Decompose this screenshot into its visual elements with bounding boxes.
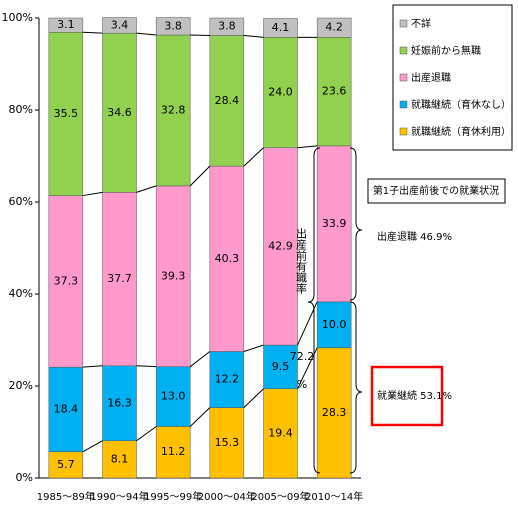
data-label: 4.2 [325, 21, 343, 34]
legend-swatch [400, 47, 407, 54]
legend-label: 妊娠前から無職 [411, 44, 481, 57]
data-label: 35.5 [54, 107, 79, 120]
x-tick-label: 2005～09年 [251, 490, 309, 503]
data-label: 12.2 [215, 373, 240, 386]
y-tick-label: 100% [2, 11, 33, 24]
data-label: 15.3 [215, 436, 240, 449]
connector [190, 166, 210, 186]
connector [137, 426, 157, 440]
data-label: 4.1 [272, 21, 290, 34]
legend-label: 不詳 [411, 17, 431, 30]
data-label: 23.6 [322, 85, 347, 98]
data-label: 3.1 [57, 18, 75, 31]
x-tick-label: 1995～99年 [144, 490, 202, 503]
bracket [350, 148, 362, 300]
data-label: 32.8 [161, 103, 186, 116]
data-label: 3.8 [218, 20, 236, 33]
connector [83, 366, 103, 367]
annotation-rate-label: 出産前有職率 [295, 227, 308, 295]
legend-label: 出産退職 [411, 71, 451, 84]
y-tick-label: 40% [9, 287, 33, 300]
y-tick-label: 0% [16, 471, 33, 484]
x-tick-label: 1985～89年 [37, 490, 95, 503]
legend-swatch [400, 74, 407, 81]
connector [190, 408, 210, 427]
connector [137, 33, 157, 35]
y-tick-label: 20% [9, 379, 33, 392]
data-label: 8.1 [111, 452, 129, 465]
data-label: 42.9 [268, 239, 293, 252]
data-label: 28.4 [215, 94, 240, 107]
connector [244, 389, 264, 408]
data-label: 40.3 [215, 252, 240, 265]
connector [298, 146, 318, 148]
x-tick-label: 2000～04年 [198, 490, 256, 503]
data-label: 18.4 [54, 402, 79, 415]
annotation-continue: 就業継続 53.1% [377, 389, 452, 402]
annotation-quit: 出産退職 46.9% [377, 230, 452, 243]
legend-swatch [400, 20, 407, 27]
legend-swatch [400, 128, 407, 135]
y-tick-label: 60% [9, 195, 33, 208]
connector [190, 352, 210, 367]
connector [137, 186, 157, 192]
connector [83, 32, 103, 33]
data-label: 5.7 [57, 458, 75, 471]
connector [83, 441, 103, 452]
annotation-title: 第1子出産前後での就業状況 [373, 184, 499, 197]
connector [83, 192, 103, 195]
data-label: 24.0 [268, 86, 293, 99]
x-tick-label: 1990～94年 [90, 490, 148, 503]
x-tick-label: 2010～14年 [305, 490, 363, 503]
connector [244, 35, 264, 37]
data-label: 3.4 [111, 18, 129, 31]
data-label: 37.3 [54, 274, 79, 287]
data-label: 19.4 [268, 426, 293, 439]
connector [244, 148, 264, 166]
bracket [350, 302, 362, 473]
data-label: 16.3 [107, 396, 132, 409]
data-label: 28.3 [322, 406, 347, 419]
data-label: 3.8 [164, 19, 182, 32]
annotation-rate-value: 72.2 [290, 350, 315, 363]
annotation-rate-unit: % [297, 378, 307, 391]
data-label: 33.9 [322, 217, 347, 230]
data-label: 39.3 [161, 269, 186, 282]
data-label: 13.0 [161, 390, 186, 403]
plot: 0% 20% 40% 60% 80% 100% 1985～89年1990～94年1995～9… [2, 11, 364, 503]
data-label: 34.6 [107, 106, 132, 119]
y-tick-label: 80% [9, 103, 33, 116]
connector [244, 345, 264, 351]
legend-label: 就職継続（育休なし） [411, 98, 511, 111]
connector [137, 366, 157, 367]
data-label: 11.2 [161, 445, 186, 458]
data-label: 9.5 [272, 360, 290, 373]
legend-swatch [400, 101, 407, 108]
data-label: 10.0 [322, 318, 347, 331]
data-label: 37.7 [107, 272, 132, 285]
legend-label: 就職継続（育休利用） [411, 125, 511, 138]
